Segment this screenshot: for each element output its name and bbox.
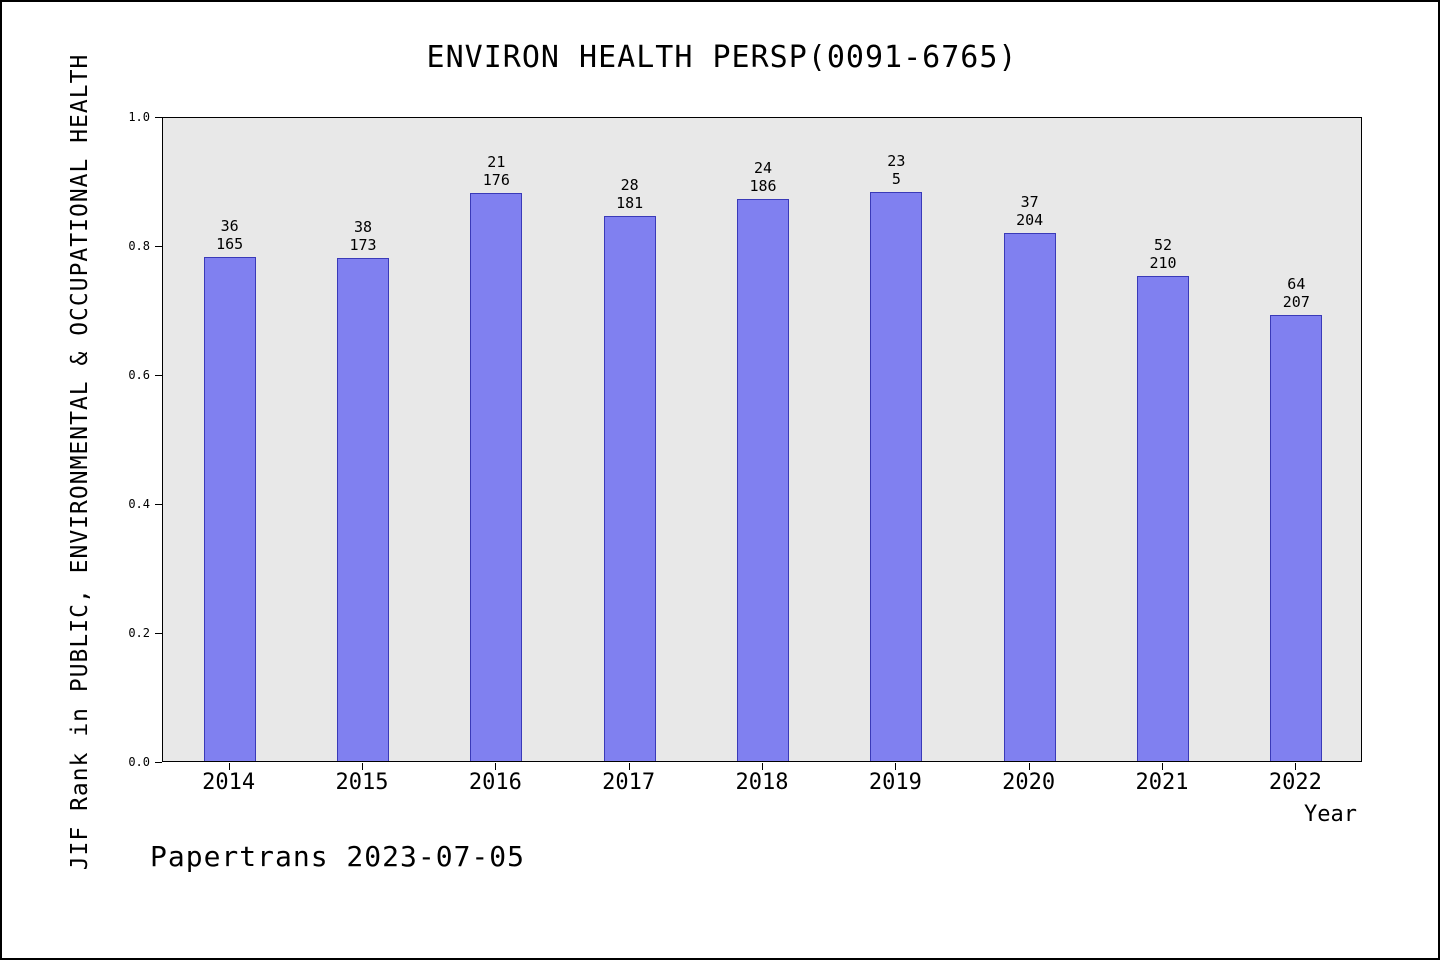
y-tick-label-0.8: 0.8 [128, 239, 150, 253]
bar-2016 [470, 193, 523, 761]
y-tick-label-0.6: 0.6 [128, 368, 150, 382]
bar-2014 [203, 257, 256, 761]
x-tick-mark-2017 [628, 763, 630, 770]
y-tick-label-0.0: 0.0 [128, 755, 150, 769]
bar-value-label-2018: 24 186 [749, 159, 777, 195]
x-tick-mark-2016 [495, 763, 497, 770]
y-tick-mark-0.8 [155, 246, 162, 247]
y-axis-title: JIF Rank in PUBLIC, ENVIRONMENTAL & OCCU… [67, 53, 93, 871]
bar-2021 [1137, 276, 1189, 761]
footer-note: Papertrans 2023-07-05 [150, 840, 526, 873]
x-tick-mark-2022 [1295, 763, 1297, 770]
bar-2017 [603, 216, 656, 761]
x-tick-label-2016: 2016 [468, 770, 522, 795]
x-tick-label-2015: 2015 [335, 770, 389, 795]
x-tick-label-2019: 2019 [868, 770, 922, 795]
bar-value-label-2020: 37 204 [1016, 193, 1044, 229]
plot-area: 36 165 38 173 21 176 28 181 24 186 23 5 37 204… [162, 117, 1362, 762]
chart-title: ENVIRON HEALTH PERSP(0091-6765) [426, 40, 1018, 75]
bar-value-label-2014: 36 165 [216, 217, 244, 253]
bar-value-label-2019: 23 5 [887, 152, 906, 188]
x-tick-mark-2018 [762, 763, 763, 770]
y-tick-mark-0.0 [155, 762, 162, 763]
bar-2020 [1003, 233, 1056, 761]
x-axis-title: Year [1304, 802, 1357, 827]
x-tick-label-2017: 2017 [602, 770, 656, 795]
y-tick-label-0.4: 0.4 [128, 497, 150, 511]
bar-value-label-2016: 21 176 [482, 153, 510, 189]
x-tick-label-2020: 2020 [1002, 770, 1056, 795]
y-tick-mark-0.4 [155, 504, 162, 505]
x-tick-label-2014: 2014 [202, 770, 256, 795]
bar-2018 [737, 199, 789, 761]
x-tick-mark-2021 [1162, 763, 1163, 770]
bar-value-label-2015: 38 173 [349, 218, 377, 254]
y-tick-label-0.2: 0.2 [128, 626, 150, 640]
x-tick-label-2018: 2018 [735, 770, 789, 795]
bar-value-label-2017: 28 181 [616, 176, 644, 212]
y-tick-mark-0.2 [155, 633, 162, 634]
x-tick-label-2021: 2021 [1135, 770, 1189, 795]
y-tick-mark-0.6 [155, 375, 162, 376]
x-tick-mark-2015 [362, 763, 363, 770]
bar-value-label-2021: 52 210 [1149, 236, 1177, 272]
bar-value-label-2022: 64 207 [1282, 275, 1310, 311]
x-tick-mark-2014 [228, 763, 230, 770]
bar-2015 [337, 258, 389, 761]
x-tick-label-2022: 2022 [1268, 770, 1322, 795]
y-tick-label-1.0: 1.0 [128, 110, 150, 124]
bar-2022 [1270, 315, 1323, 761]
bar-2019 [870, 192, 923, 761]
x-tick-mark-2020 [1028, 763, 1030, 770]
y-tick-mark-1.0 [155, 117, 162, 118]
x-tick-mark-2019 [895, 763, 897, 770]
